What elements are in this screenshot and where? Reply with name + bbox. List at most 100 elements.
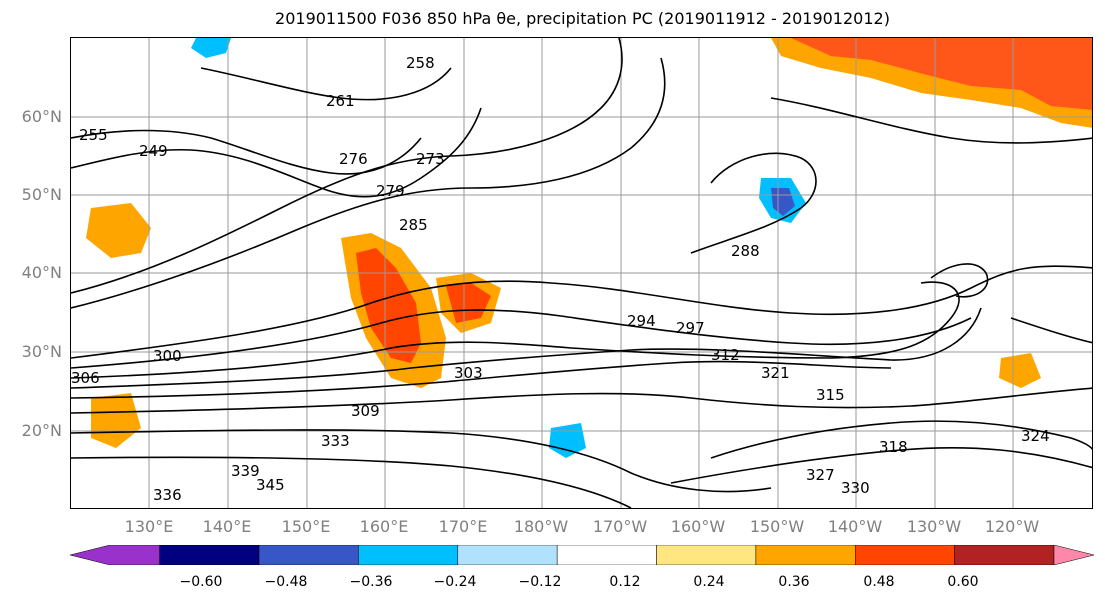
contour-line bbox=[1010, 317, 1092, 344]
contour-label: 249 bbox=[139, 142, 168, 160]
shade-sw-orange bbox=[91, 393, 141, 448]
colorbar-segment bbox=[855, 544, 955, 566]
lon-label-120w: 120°W bbox=[984, 517, 1040, 536]
lon-label-150w: 150°W bbox=[749, 517, 805, 536]
contour-line bbox=[71, 107, 482, 198]
contour-line bbox=[71, 456, 632, 508]
lon-label-130w: 130°W bbox=[906, 517, 962, 536]
contour-label: 273 bbox=[416, 150, 445, 168]
contour-line bbox=[71, 360, 892, 399]
contour-line bbox=[71, 281, 960, 379]
contour-label: 285 bbox=[399, 216, 428, 234]
colorbar-segment bbox=[556, 544, 657, 566]
colorbar-tick: 0.60 bbox=[947, 574, 979, 590]
colorbar-segment bbox=[457, 544, 558, 566]
colorbar bbox=[69, 544, 1095, 566]
contour-label: 306 bbox=[71, 369, 100, 387]
lon-label-130e: 130°E bbox=[124, 517, 174, 536]
contour-line bbox=[71, 309, 972, 369]
map-panel: 258 261 255 249 276 273 279 285 288 294 … bbox=[70, 37, 1093, 509]
contour-label: 297 bbox=[676, 319, 705, 337]
contour-line bbox=[71, 38, 623, 294]
contour-label: 288 bbox=[731, 242, 760, 260]
lon-label-160e: 160°E bbox=[359, 517, 409, 536]
lon-label-140w: 140°W bbox=[827, 517, 883, 536]
lat-label-20n: 20°N bbox=[21, 421, 62, 440]
contour-line bbox=[71, 429, 772, 493]
contour-line bbox=[930, 263, 989, 298]
contour-label: 276 bbox=[339, 150, 368, 168]
contour-line bbox=[710, 420, 1092, 459]
contour-label: 330 bbox=[841, 479, 870, 497]
contour-label: 258 bbox=[406, 54, 435, 72]
contour-label: 318 bbox=[879, 438, 908, 456]
lat-label-40n: 40°N bbox=[21, 263, 62, 282]
contour-label: 315 bbox=[816, 386, 845, 404]
contour-line bbox=[770, 97, 1092, 144]
colorbar-tick: −0.48 bbox=[264, 574, 308, 590]
lon-label-160w: 160°W bbox=[670, 517, 726, 536]
colorbar-tick: 0.12 bbox=[609, 574, 641, 590]
contour-label: 321 bbox=[761, 364, 790, 382]
lat-label-30n: 30°N bbox=[21, 342, 62, 361]
contour-label: 339 bbox=[231, 462, 260, 480]
colorbar-tick: 0.24 bbox=[693, 574, 725, 590]
contour-line bbox=[71, 129, 422, 175]
contour-line bbox=[690, 152, 817, 254]
contour-line bbox=[71, 265, 1092, 359]
contour-line bbox=[71, 307, 982, 389]
shade-east-orange bbox=[999, 353, 1041, 388]
lon-label-150e: 150°E bbox=[281, 517, 331, 536]
precipitation-shading bbox=[86, 38, 1092, 458]
map-title: 2019011500 F036 850 hPa θe, precipitatio… bbox=[275, 9, 890, 28]
colorbar-segment bbox=[69, 544, 160, 566]
contour-label: 333 bbox=[321, 432, 350, 450]
colorbar-tick: 0.48 bbox=[863, 574, 895, 590]
contour-label: 294 bbox=[627, 312, 656, 330]
colorbar-tick: −0.24 bbox=[433, 574, 477, 590]
lon-label-180w: 180°W bbox=[513, 517, 569, 536]
shade-south-blue bbox=[549, 423, 586, 458]
contour-label: 300 bbox=[153, 347, 182, 365]
contour-line bbox=[71, 387, 1092, 414]
contour-label: 327 bbox=[806, 466, 835, 484]
shade-alaska-edge bbox=[771, 38, 1092, 128]
contour-label: 255 bbox=[79, 126, 108, 144]
colorbar-segment bbox=[954, 544, 1055, 566]
contour-line bbox=[670, 446, 1092, 484]
lon-label-170w: 170°W bbox=[592, 517, 648, 536]
contour-label: 336 bbox=[153, 486, 182, 504]
contour-label: 279 bbox=[376, 182, 405, 200]
contour-label: 261 bbox=[326, 92, 355, 110]
theta-e-contours bbox=[71, 38, 1092, 508]
colorbar-tick: 0.36 bbox=[778, 574, 810, 590]
shade-japan bbox=[86, 203, 151, 258]
contour-labels: 258 261 255 249 276 273 279 285 288 294 … bbox=[71, 54, 1050, 504]
lat-label-50n: 50°N bbox=[21, 185, 62, 204]
colorbar-segment bbox=[656, 544, 757, 566]
colorbar-segment bbox=[258, 544, 359, 566]
contour-label: 345 bbox=[256, 476, 285, 494]
colorbar-segment bbox=[755, 544, 856, 566]
map-canvas: 258 261 255 249 276 273 279 285 288 294 … bbox=[71, 38, 1092, 508]
contour-line bbox=[200, 67, 452, 101]
colorbar-tick: −0.60 bbox=[179, 574, 223, 590]
contour-label: 303 bbox=[454, 364, 483, 382]
colorbar-tick: −0.12 bbox=[518, 574, 562, 590]
lon-label-170e: 170°E bbox=[438, 517, 488, 536]
colorbar-canvas bbox=[69, 544, 1095, 566]
contour-label: 309 bbox=[351, 402, 380, 420]
colorbar-segments bbox=[69, 544, 1095, 566]
colorbar-segment bbox=[159, 544, 260, 566]
contour-line bbox=[71, 57, 666, 309]
shade-west-pacific-core bbox=[356, 248, 421, 363]
colorbar-tick: −0.36 bbox=[349, 574, 393, 590]
colorbar-segment bbox=[1053, 544, 1095, 566]
shade-central-core bbox=[446, 283, 491, 323]
contour-label: 324 bbox=[1021, 427, 1050, 445]
lon-label-140e: 140°E bbox=[202, 517, 252, 536]
shade-nw-blue bbox=[191, 38, 231, 58]
colorbar-segment bbox=[358, 544, 459, 566]
lat-label-60n: 60°N bbox=[21, 107, 62, 126]
contour-label: 312 bbox=[711, 346, 740, 364]
